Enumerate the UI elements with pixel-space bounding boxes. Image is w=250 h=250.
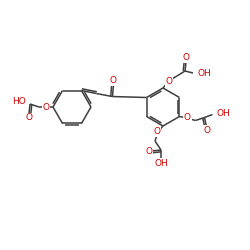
Text: O: O	[204, 126, 211, 135]
Text: O: O	[42, 102, 50, 112]
Text: HO: HO	[12, 96, 26, 106]
Text: OH: OH	[154, 158, 168, 168]
Text: O: O	[26, 114, 32, 122]
Text: O: O	[184, 113, 191, 122]
Text: OH: OH	[216, 109, 230, 118]
Text: OH: OH	[197, 68, 211, 78]
Text: O: O	[182, 54, 190, 62]
Text: O: O	[146, 148, 152, 156]
Text: O: O	[166, 78, 172, 86]
Text: O: O	[110, 76, 117, 85]
Text: O: O	[154, 128, 160, 136]
